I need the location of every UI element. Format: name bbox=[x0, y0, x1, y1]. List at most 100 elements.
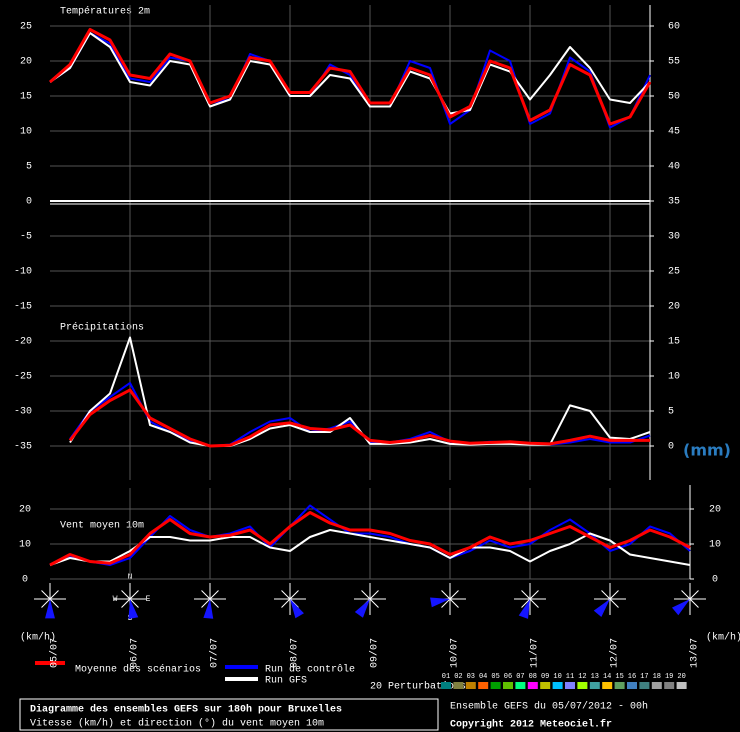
series-line bbox=[49, 32, 651, 115]
series-line bbox=[49, 511, 691, 567]
compass-ray bbox=[289, 590, 299, 600]
perturbation-swatch bbox=[639, 682, 650, 689]
perturbations-label: 20 Perturbations bbox=[370, 681, 466, 693]
compass-ray bbox=[281, 598, 291, 608]
y2-tick-label: 0 bbox=[668, 442, 674, 453]
perturbation-label: 08 bbox=[529, 673, 537, 681]
perturbation-label: 09 bbox=[541, 673, 549, 681]
y-tick-label: -5 bbox=[20, 232, 32, 243]
perturbation-label: 18 bbox=[653, 673, 661, 681]
legend-mean-swatch bbox=[35, 661, 65, 665]
perturbation-swatch bbox=[552, 682, 563, 689]
temp-title: Températures 2m bbox=[60, 6, 150, 18]
compass-ray bbox=[609, 590, 619, 600]
compass-ray bbox=[49, 590, 59, 600]
legend-gfs: Run GFS bbox=[265, 676, 307, 687]
footer-title: Diagramme des ensembles GEFS sur 180h po… bbox=[30, 704, 342, 716]
compass-ray bbox=[529, 598, 539, 608]
compass-ray bbox=[121, 598, 131, 608]
y2-tick-label: 60 bbox=[668, 22, 680, 33]
wind-direction bbox=[354, 599, 370, 618]
compass-ray bbox=[49, 598, 59, 608]
compass-ray bbox=[369, 590, 379, 600]
perturbation-label: 05 bbox=[491, 673, 499, 681]
mm-label: (mm) bbox=[683, 441, 731, 460]
wind-direction bbox=[430, 597, 450, 608]
compass-ray bbox=[281, 590, 291, 600]
x-tick-label: 13/07 bbox=[689, 638, 701, 668]
compass-ray bbox=[201, 598, 211, 608]
y-tick-label: 5 bbox=[26, 162, 32, 173]
perturbation-label: 20 bbox=[677, 673, 685, 681]
compass-ray bbox=[521, 598, 531, 608]
perturbation-label: 14 bbox=[603, 673, 611, 681]
y2-tick-label: 50 bbox=[668, 92, 680, 103]
x-tick-label: 09/07 bbox=[369, 638, 381, 668]
copyright: Copyright 2012 Meteociel.fr bbox=[450, 719, 612, 731]
compass-ray bbox=[521, 590, 531, 600]
perturbation-swatch bbox=[503, 682, 513, 689]
perturbation-swatch bbox=[676, 682, 687, 689]
compass-ray bbox=[449, 598, 459, 608]
legend-gfs-swatch bbox=[225, 677, 258, 681]
perturbation-label: 11 bbox=[566, 673, 574, 681]
y-tick-label: 20 bbox=[20, 57, 32, 68]
y-tick-label: 10 bbox=[20, 127, 32, 138]
compass-ray bbox=[209, 598, 219, 608]
series-line bbox=[49, 32, 651, 129]
perturbation-label: 04 bbox=[479, 673, 487, 681]
y2-tick-label: 10 bbox=[709, 540, 721, 551]
y2-tick-label: 40 bbox=[668, 162, 680, 173]
perturbation-label: 02 bbox=[454, 673, 462, 681]
x-tick-label: 08/07 bbox=[289, 638, 301, 668]
series-line bbox=[49, 529, 691, 566]
legend-control: Run de contrôle bbox=[265, 664, 355, 676]
perturbation-label: 06 bbox=[504, 673, 512, 681]
perturbation-label: 13 bbox=[591, 673, 599, 681]
perturbation-swatch bbox=[627, 682, 637, 689]
y2-tick-label: 30 bbox=[668, 232, 680, 243]
perturbation-label: 17 bbox=[640, 673, 648, 681]
y-tick-label: -10 bbox=[14, 267, 32, 278]
series-line bbox=[68, 388, 650, 448]
x-tick-label: 12/07 bbox=[609, 638, 621, 668]
perturbation-label: 07 bbox=[516, 673, 524, 681]
perturbation-swatch bbox=[441, 682, 451, 689]
y2-tick-label: 20 bbox=[709, 505, 721, 516]
legend-mean: Moyenne des scénarios bbox=[75, 664, 201, 676]
y2-tick-label: 45 bbox=[668, 127, 680, 138]
perturbation-swatch bbox=[478, 682, 489, 689]
footer-subtitle: Vitesse (km/h) et direction (°) du vent … bbox=[30, 718, 324, 730]
wind-title: Vent moyen 10m bbox=[60, 521, 144, 532]
perturbation-swatch bbox=[490, 682, 501, 689]
y-tick-label: 15 bbox=[20, 92, 32, 103]
y2-tick-label: 10 bbox=[668, 372, 680, 383]
compass-ray bbox=[441, 590, 451, 600]
perturbation-label: 01 bbox=[442, 673, 450, 681]
compass-w: W bbox=[113, 595, 118, 604]
compass-ray bbox=[601, 590, 611, 600]
perturbation-swatch bbox=[465, 682, 476, 689]
y2-tick-label: 5 bbox=[668, 407, 674, 418]
compass-ray bbox=[441, 598, 451, 608]
compass-ray bbox=[41, 590, 51, 600]
wind-direction bbox=[45, 599, 55, 619]
perturbation-swatch bbox=[577, 682, 588, 689]
perturbation-swatch bbox=[589, 682, 600, 689]
compass-ray bbox=[681, 590, 691, 600]
compass-ray bbox=[361, 590, 371, 600]
series-line bbox=[69, 336, 651, 447]
perturbation-swatch bbox=[453, 682, 464, 689]
compass-ray bbox=[201, 590, 211, 600]
perturbation-swatch bbox=[664, 682, 675, 689]
ensemble-label: Ensemble GEFS du 05/07/2012 - 00h bbox=[450, 701, 648, 713]
y-tick-label: -25 bbox=[14, 372, 32, 383]
compass-ray bbox=[689, 598, 699, 608]
y2-tick-label: 55 bbox=[668, 57, 680, 68]
perturbation-swatch bbox=[614, 682, 625, 689]
x-tick-label: 11/07 bbox=[529, 638, 541, 668]
perturbation-label: 16 bbox=[628, 673, 636, 681]
compass-ray bbox=[609, 598, 619, 608]
